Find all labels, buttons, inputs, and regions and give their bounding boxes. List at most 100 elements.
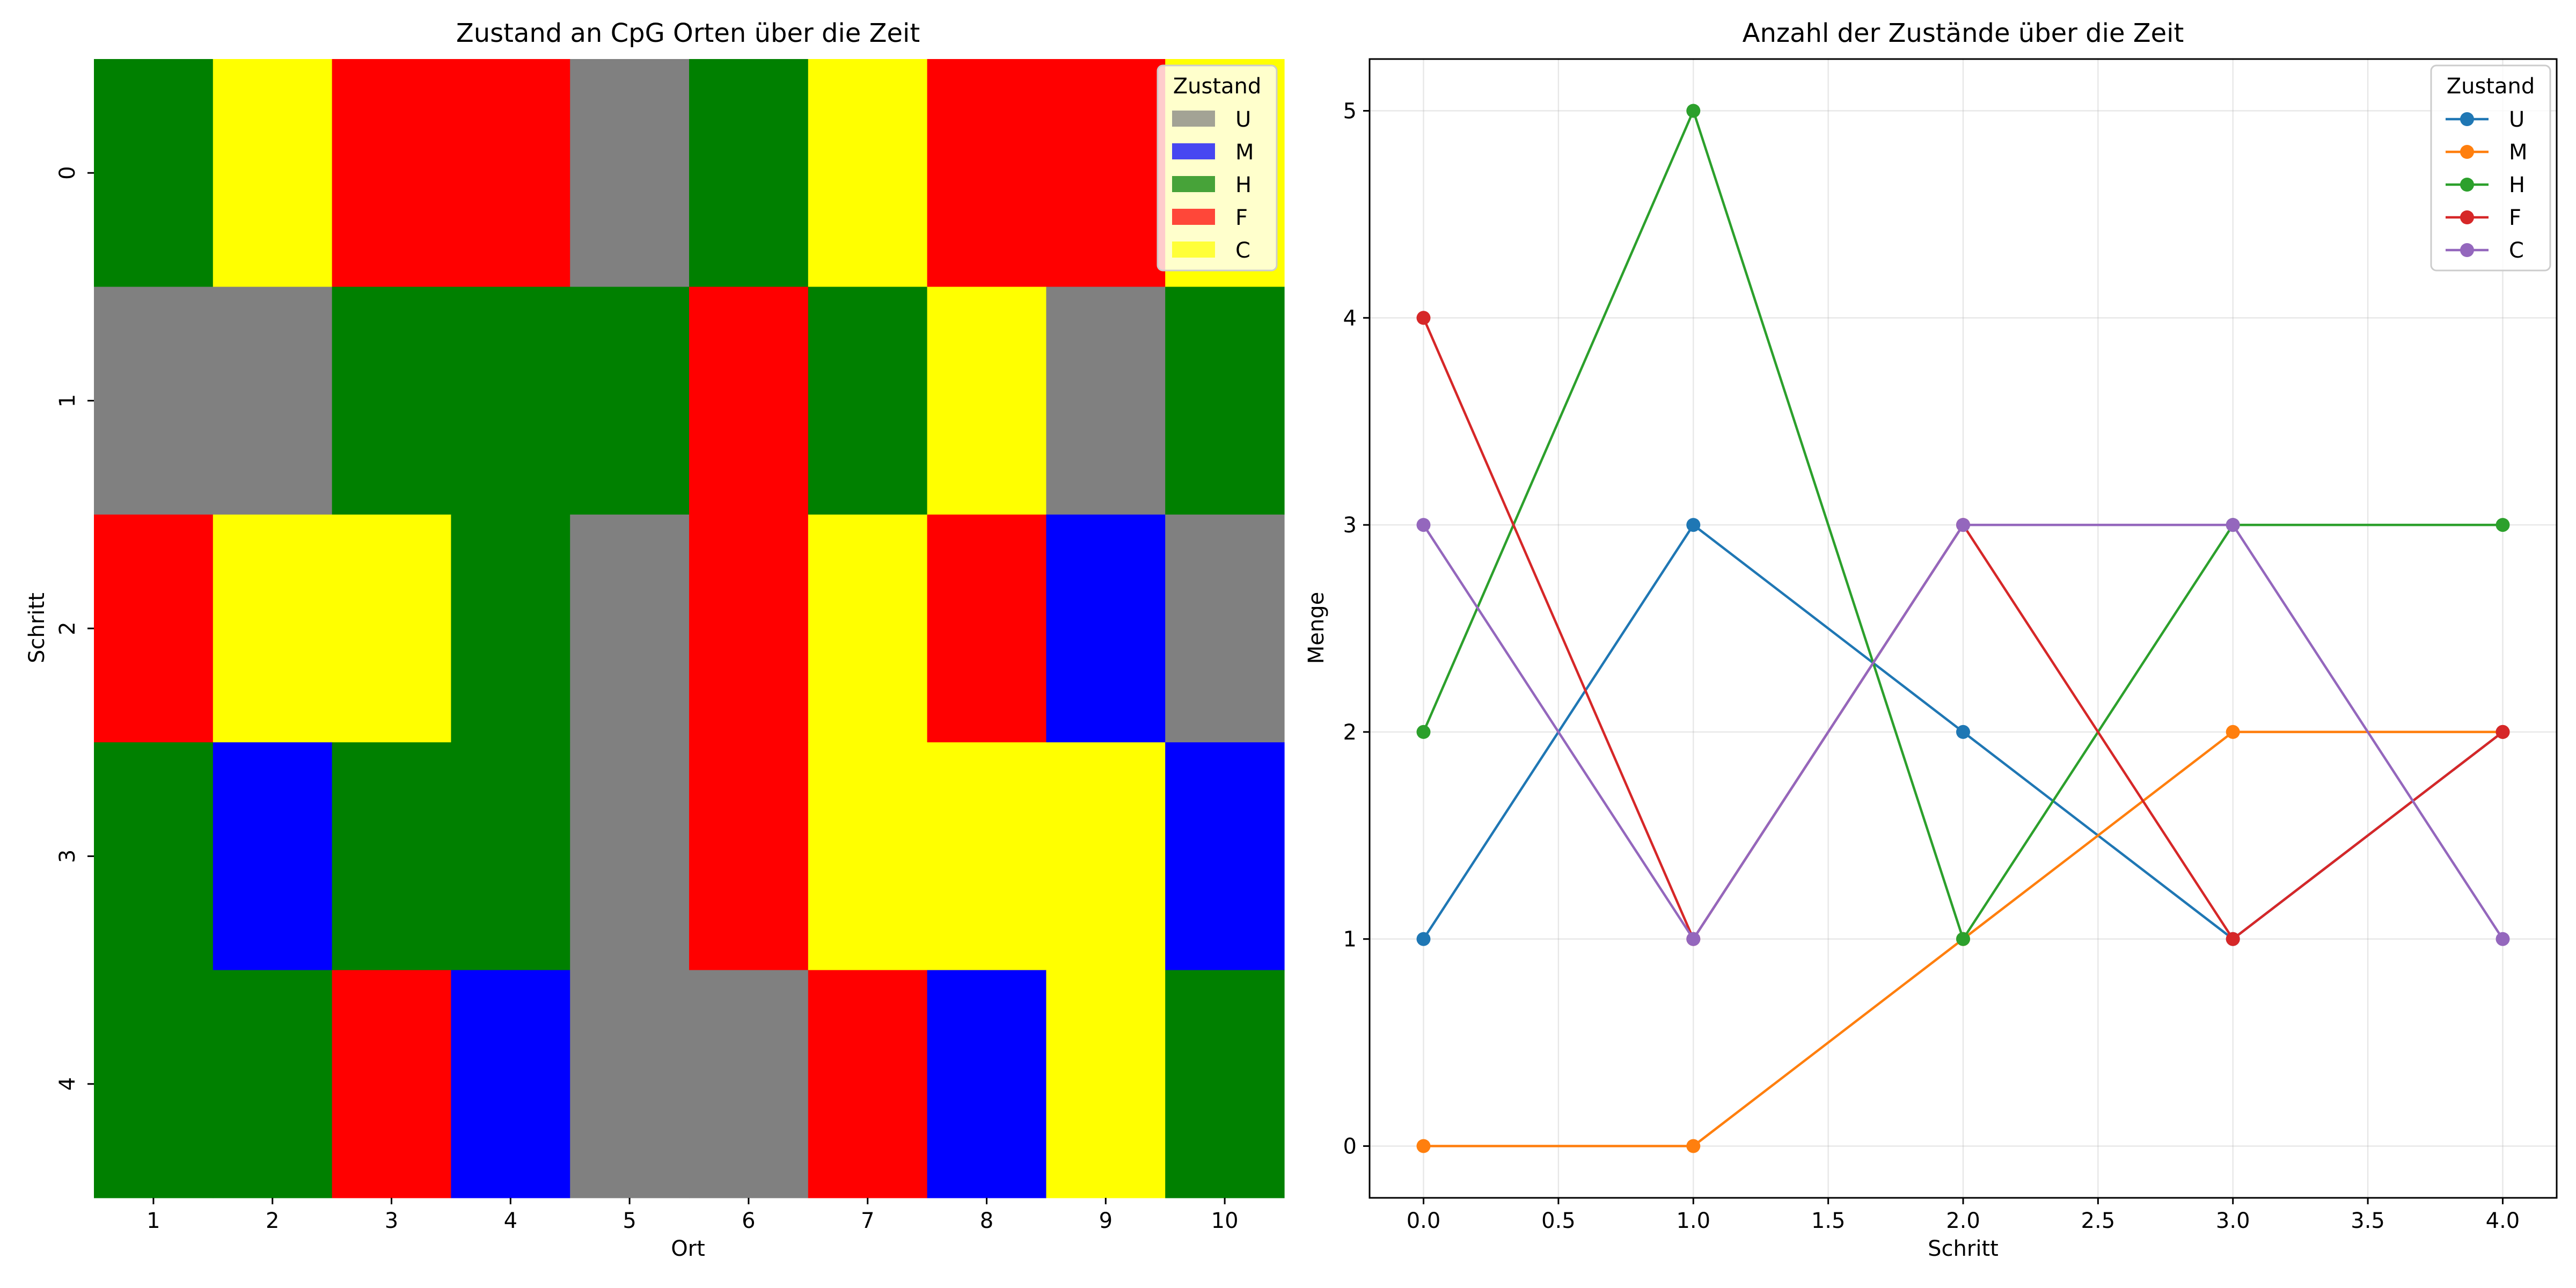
heatmap-panel: Zustand an CpG Orten über die Zeit 1 2 3 4 5…: [25, 18, 1285, 1261]
heatmap-cell: [689, 970, 809, 1198]
heatmap-cell: [94, 514, 214, 743]
heatmap-x-tick-label: 1: [147, 1209, 160, 1233]
line-x-tick-label: 2.0: [1946, 1209, 1980, 1233]
heatmap-cell: [213, 59, 333, 287]
line-point: [1686, 932, 1701, 946]
line-x-axis-label: Schritt: [1928, 1236, 1999, 1261]
heatmap-x-tick-label: 4: [504, 1209, 517, 1233]
line-y-tick-label: 2: [1343, 720, 1357, 745]
heatmap-cell: [808, 970, 928, 1198]
line-point: [1956, 932, 1970, 946]
line-point: [1416, 311, 1431, 325]
heatmap-cell: [1046, 514, 1166, 743]
heatmap-x-ticks: 1 2 3 4 5 6 7 8 9 10: [147, 1198, 1239, 1233]
line-legend-title: Zustand: [2447, 74, 2535, 99]
line-legend-marker: [2460, 178, 2474, 192]
heatmap-cell: [689, 287, 809, 515]
heatmap-cell: [689, 59, 809, 287]
line-x-tick-label: 0.0: [1407, 1209, 1441, 1233]
heatmap-cell: [1165, 970, 1285, 1198]
heatmap-y-tick-label: 1: [55, 394, 80, 407]
heatmap-cell: [570, 59, 690, 287]
heatmap-y-tick-label: 4: [55, 1077, 80, 1091]
heatmap-cell: [808, 287, 928, 515]
heatmap-cell: [332, 970, 451, 1198]
heatmap-legend-label: H: [1235, 173, 1252, 197]
heatmap-cell: [94, 287, 214, 515]
heatmap-legend-swatch: [1172, 241, 1215, 258]
heatmap-cell: [570, 970, 690, 1198]
heatmap-cell: [570, 287, 690, 515]
line-x-tick-label: 2.5: [2081, 1209, 2116, 1233]
line-y-tick-label: 4: [1343, 306, 1357, 331]
heatmap-legend-swatch: [1172, 143, 1215, 159]
line-point: [2496, 724, 2510, 739]
line-y-tick-label: 0: [1343, 1135, 1357, 1159]
heatmap-legend-swatch: [1172, 176, 1215, 192]
heatmap-legend-label: F: [1235, 206, 1248, 230]
line-x-tick-label: 1.0: [1676, 1209, 1710, 1233]
line-legend-marker: [2460, 145, 2474, 159]
heatmap-cell: [213, 287, 333, 515]
heatmap-cell: [94, 970, 214, 1198]
heatmap-cell: [451, 514, 570, 743]
line-point: [1686, 104, 1701, 118]
heatmap-legend-label: C: [1235, 238, 1250, 263]
line-x-tick-label: 1.5: [1811, 1209, 1846, 1233]
line-point: [2496, 518, 2510, 532]
line-panel: Anzahl der Zustände über die Zeit 0.0 0.5…: [1304, 18, 2558, 1261]
heatmap-cell: [689, 514, 809, 743]
heatmap-legend-title: Zustand: [1173, 74, 1262, 99]
heatmap-cell: [689, 742, 809, 971]
line-plot-area: [1370, 59, 2557, 1198]
heatmap-y-ticks: 0 1 2 3 4: [55, 166, 94, 1091]
line-series-c: [1416, 518, 2510, 946]
heatmap-cell: [808, 59, 928, 287]
heatmap-cell: [1046, 59, 1166, 287]
heatmap-title: Zustand an CpG Orten über die Zeit: [456, 18, 920, 48]
line-y-tick-label: 1: [1343, 927, 1357, 952]
heatmap-cell: [808, 514, 928, 743]
line-legend-label: U: [2509, 107, 2524, 132]
line-y-tick-label: 3: [1343, 513, 1357, 538]
line-x-tick-label: 3.0: [2216, 1209, 2250, 1233]
heatmap-cell: [927, 970, 1046, 1198]
line-point: [1416, 932, 1431, 946]
heatmap-legend-label: U: [1235, 107, 1251, 132]
heatmap-x-tick-label: 7: [861, 1209, 874, 1233]
line-legend-label: C: [2509, 238, 2524, 263]
heatmap-cell: [332, 514, 451, 743]
heatmap-cell: [94, 742, 214, 971]
heatmap-cell: [1046, 970, 1166, 1198]
heatmap-y-axis-label: Schritt: [25, 592, 49, 663]
heatmap-legend-label: M: [1235, 140, 1254, 165]
heatmap-cell: [332, 59, 451, 287]
heatmap-cells: [94, 59, 1285, 1198]
heatmap-y-tick-label: 0: [55, 166, 80, 179]
heatmap-cell: [451, 59, 570, 287]
line-y-ticks: 0 1 2 3 4 5: [1343, 99, 1370, 1159]
line-point: [2226, 518, 2240, 532]
heatmap-x-tick-label: 5: [623, 1209, 636, 1233]
line-y-tick-label: 5: [1343, 99, 1357, 123]
heatmap-cell: [927, 742, 1046, 971]
heatmap-cell: [213, 514, 333, 743]
line-point: [1956, 724, 1970, 739]
heatmap-cell: [213, 970, 333, 1198]
heatmap-cell: [332, 742, 451, 971]
line-point: [1686, 518, 1701, 532]
heatmap-cell: [1165, 514, 1285, 743]
line-point: [2226, 932, 2240, 946]
line-series-group: [1416, 104, 2510, 1153]
heatmap-legend-swatch: [1172, 111, 1215, 127]
line-legend-label: F: [2509, 206, 2521, 230]
heatmap-cell: [808, 742, 928, 971]
heatmap-cell: [927, 287, 1046, 515]
heatmap-x-tick-label: 2: [266, 1209, 279, 1233]
heatmap-x-tick-label: 8: [980, 1209, 993, 1233]
heatmap-cell: [94, 59, 214, 287]
line-point: [1416, 518, 1431, 532]
